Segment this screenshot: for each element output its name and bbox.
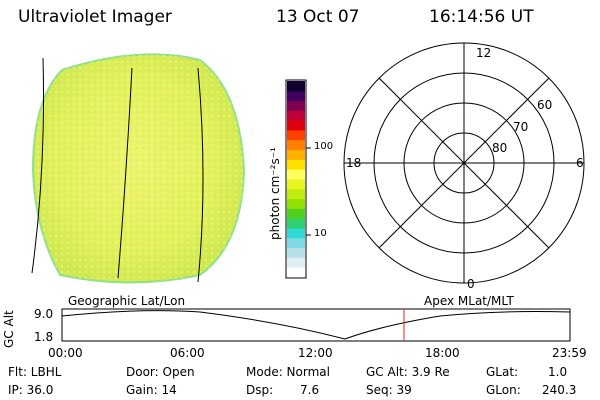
colorbar-segment	[287, 130, 305, 141]
altitude-curve	[61, 310, 571, 340]
gain-readout: Gain: 14	[126, 383, 177, 397]
door-readout: Door: Open	[126, 365, 195, 379]
timeline-x-4: 23:59	[552, 346, 587, 360]
meridian-line-2	[117, 67, 133, 279]
timeline-ymax: 9.0	[34, 307, 54, 321]
glat-label: GLat:	[486, 365, 519, 379]
lat-label-60: 60	[537, 98, 553, 112]
polar-plot-label: Apex MLat/MLT	[424, 294, 514, 308]
timeline-ylabel: GC Alt	[2, 310, 16, 348]
glat-value: 1.0	[548, 365, 568, 379]
lat-label-80: 80	[492, 141, 508, 155]
geo-map-label: Geographic Lat/Lon	[68, 294, 186, 308]
colorbar-unit-label: photon cm⁻²s⁻¹	[268, 147, 282, 240]
seq-readout: Seq: 39	[366, 383, 412, 397]
date-readout: 13 Oct 07	[276, 7, 360, 27]
dsp-label: Dsp:	[246, 383, 274, 397]
colorbar-segment	[287, 120, 305, 131]
glon-value: 240.3	[542, 383, 577, 397]
colorbar-segment	[287, 208, 305, 219]
mlt-label-12: 12	[476, 46, 492, 60]
colorbar-segment	[287, 198, 305, 209]
timeline-x-3: 18:00	[425, 346, 460, 360]
colorbar-label-100: 100	[314, 141, 334, 152]
colorbar-segment	[287, 81, 305, 92]
colorbar-segment	[287, 247, 305, 258]
colorbar-segment	[287, 257, 305, 268]
colorbar-label-10: 10	[314, 228, 327, 239]
mlt-label-18: 18	[346, 156, 362, 170]
colorbar-segment	[287, 228, 305, 239]
colorbar-segment	[287, 159, 305, 170]
polar-plot	[343, 42, 585, 284]
meridian-line-3	[197, 67, 204, 283]
colorbar-segment	[287, 169, 305, 180]
dsp-value: 7.6	[300, 383, 320, 397]
gc-alt-readout: GC Alt: 3.9 Re	[366, 365, 450, 379]
timeline-x-0: 00:00	[48, 346, 83, 360]
glon-label: GLon:	[486, 383, 521, 397]
colorbar-segment	[287, 139, 305, 151]
colorbar-segment	[287, 100, 305, 111]
colorbar-segment	[287, 149, 305, 160]
mlt-label-6: 6	[576, 156, 584, 170]
app-title: Ultraviolet Imager	[18, 7, 172, 27]
colorbar-segment	[287, 237, 305, 249]
ip-readout: IP: 36.0	[8, 383, 54, 397]
timeline-plot	[61, 308, 571, 342]
colorbar-segment	[287, 179, 305, 190]
colorbar-segment	[287, 218, 305, 229]
meridian-line-1	[31, 57, 45, 274]
timeline-x-1: 06:00	[170, 346, 205, 360]
colorbar-segment	[287, 90, 305, 102]
time-readout: 16:14:56 UT	[429, 7, 534, 27]
mlt-label-0: 0	[467, 277, 475, 291]
filter-readout: Flt: LBHL	[8, 365, 62, 379]
timeline-ymin: 1.8	[34, 330, 54, 344]
timeline-x-2: 12:00	[298, 346, 333, 360]
colorbar-segment	[287, 188, 305, 200]
geo-disc	[31, 53, 246, 284]
colorbar-segment	[287, 110, 305, 121]
colorbar-segment	[287, 267, 305, 278]
colorbar	[285, 79, 311, 279]
mode-readout: Mode: Normal	[246, 365, 330, 379]
lat-label-70: 70	[513, 120, 529, 134]
